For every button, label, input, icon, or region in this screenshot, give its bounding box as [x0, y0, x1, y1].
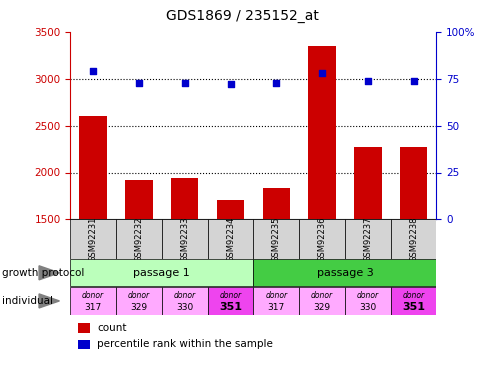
FancyBboxPatch shape [299, 219, 344, 259]
Text: individual: individual [2, 296, 53, 306]
Text: count: count [97, 323, 126, 333]
Polygon shape [39, 294, 59, 308]
FancyBboxPatch shape [253, 219, 299, 259]
Text: GSM92237: GSM92237 [363, 216, 372, 262]
Text: donor: donor [219, 291, 241, 300]
Text: donor: donor [82, 291, 104, 300]
Point [89, 68, 97, 74]
Bar [399, 147, 426, 219]
Bar [171, 178, 198, 219]
Point [409, 78, 417, 84]
FancyBboxPatch shape [390, 287, 436, 315]
Text: passage 3: passage 3 [316, 268, 373, 278]
FancyBboxPatch shape [344, 219, 390, 259]
Text: donor: donor [402, 291, 424, 300]
Text: GSM92233: GSM92233 [180, 216, 189, 262]
Text: 330: 330 [359, 303, 376, 312]
Text: percentile rank within the sample: percentile rank within the sample [97, 339, 272, 350]
Text: 317: 317 [84, 303, 102, 312]
Bar [216, 200, 244, 219]
FancyBboxPatch shape [162, 219, 207, 259]
FancyBboxPatch shape [70, 260, 253, 286]
Bar [125, 180, 152, 219]
FancyBboxPatch shape [390, 219, 436, 259]
Bar [262, 188, 289, 219]
FancyBboxPatch shape [116, 287, 162, 315]
Text: GSM92238: GSM92238 [408, 216, 417, 262]
Text: growth protocol: growth protocol [2, 268, 85, 278]
Text: donor: donor [310, 291, 333, 300]
FancyBboxPatch shape [162, 287, 207, 315]
Bar [353, 147, 381, 219]
Text: 351: 351 [401, 302, 424, 312]
Bar [77, 340, 90, 349]
Text: 317: 317 [267, 303, 284, 312]
FancyBboxPatch shape [116, 219, 162, 259]
Point [363, 78, 371, 84]
Text: donor: donor [128, 291, 150, 300]
Text: GSM92231: GSM92231 [89, 216, 97, 262]
Polygon shape [39, 266, 59, 280]
Point [181, 80, 188, 86]
Text: 329: 329 [313, 303, 330, 312]
Text: passage 1: passage 1 [133, 268, 190, 278]
Text: donor: donor [356, 291, 378, 300]
Text: GSM92236: GSM92236 [317, 216, 326, 262]
Text: GSM92234: GSM92234 [226, 216, 235, 262]
Text: GSM92232: GSM92232 [134, 216, 143, 262]
Point [318, 70, 325, 76]
FancyBboxPatch shape [253, 287, 299, 315]
Point [272, 80, 280, 86]
Text: 351: 351 [219, 302, 242, 312]
Text: donor: donor [265, 291, 287, 300]
Text: GDS1869 / 235152_at: GDS1869 / 235152_at [166, 9, 318, 23]
FancyBboxPatch shape [70, 287, 116, 315]
Text: GSM92235: GSM92235 [271, 216, 280, 262]
Text: donor: donor [173, 291, 196, 300]
Text: 329: 329 [130, 303, 147, 312]
FancyBboxPatch shape [207, 219, 253, 259]
FancyBboxPatch shape [299, 287, 344, 315]
Text: 330: 330 [176, 303, 193, 312]
Bar [77, 324, 90, 333]
FancyBboxPatch shape [344, 287, 390, 315]
Bar [79, 116, 106, 219]
Point [135, 80, 143, 86]
Bar [308, 46, 335, 219]
FancyBboxPatch shape [253, 260, 436, 286]
FancyBboxPatch shape [207, 287, 253, 315]
FancyBboxPatch shape [70, 219, 116, 259]
Point [226, 81, 234, 87]
